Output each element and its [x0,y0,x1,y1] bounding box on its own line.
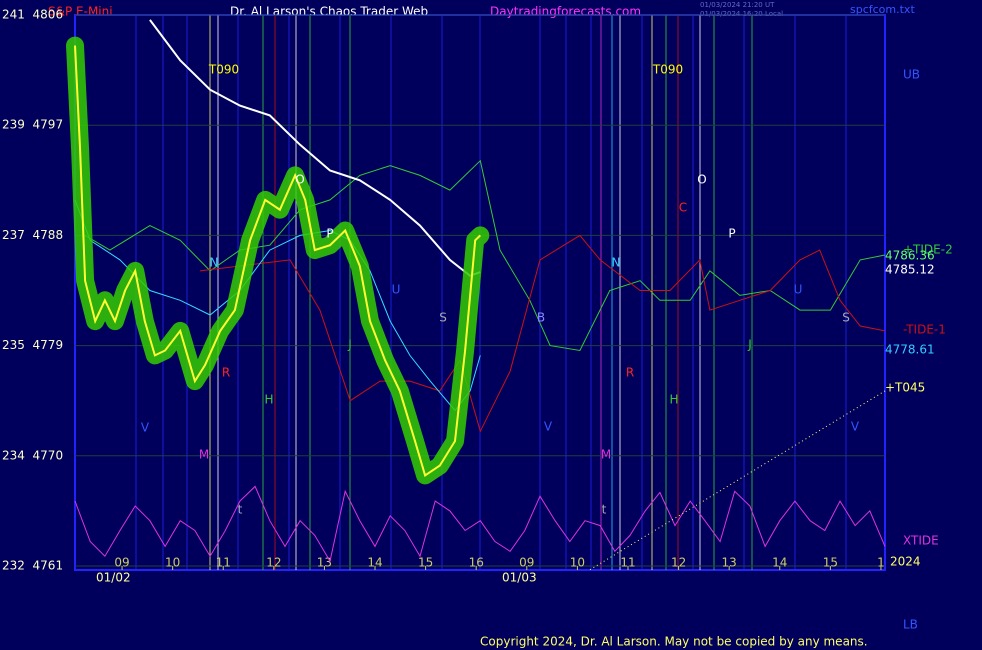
series-line [199,234,886,433]
x-tick-label: 14 [772,556,787,570]
x-tick-label: 14 [367,556,382,570]
annotation: M [199,448,209,462]
y-tick-label: 239 4797 [2,118,63,132]
x-tick-label: 09 [114,556,129,570]
y-tick-label: 235 4779 [2,338,63,352]
price-label: 4786.36 [885,249,935,263]
date-label: 01/02 [96,571,131,585]
x-tick-label: 15 [418,556,433,570]
file-name: spcfcom.txt [850,3,915,16]
x-tick-label: 13 [722,556,737,570]
y-tick-label: 241 4806 [2,8,63,22]
chart-title: Dr. Al Larson's Chaos Trader Web [230,5,428,19]
x-tick-label: 09 [519,556,534,570]
x-tick-label: 11 [216,556,231,570]
timestamp: 01/03/2024 21:20 UT [700,1,775,9]
copyright: Copyright 2024, Dr. Al Larson. May not b… [480,635,868,649]
annotation: H [264,393,273,407]
annotation: V [544,420,553,434]
time-lines [135,15,847,570]
annotation: P [326,227,333,241]
annotation: C [679,201,687,215]
y-tick-label: 232 4761 [2,559,63,573]
annotation: N [612,256,621,270]
annotation: J [747,338,752,352]
price-label: 4785.12 [885,263,935,277]
annotation: H [669,393,678,407]
y-tick-label: 237 4788 [2,228,63,242]
x-tick-label: 11 [620,556,635,570]
annotation: R [626,366,634,380]
x-tick-label: 16 [469,556,484,570]
annotation: V [851,420,860,434]
y-tick-label: 234 4770 [2,448,63,462]
annotation: O [295,173,304,187]
annotation: S [842,311,850,325]
annotation: R [222,366,230,380]
timestamp: 01/03/2024 16:20 Local [700,10,783,18]
series-line [74,485,886,563]
series-label: +TIDE-2 [903,243,953,257]
upper-band: UB [903,68,920,82]
price-label: 4778.61 [885,343,935,357]
x-tick-label: 1 [877,556,885,570]
series-label: +T045 [885,381,925,395]
x-tick-label: 10 [570,556,585,570]
annotation: T090 [208,63,239,77]
annotation: V [141,421,150,435]
series-line [84,159,886,352]
annotation: O [697,173,706,187]
x-tick-label: 10 [165,556,180,570]
annotation: U [392,283,401,297]
series-label: XTIDE [903,534,939,548]
annotation: S [439,311,447,325]
annotation: t [602,503,607,517]
annotation: J [347,338,352,352]
annotation: M [601,448,611,462]
date-label: 01/03 [502,571,537,585]
annotation: U [794,283,803,297]
annotation: B [537,311,545,325]
x-tick-label: 12 [266,556,281,570]
annotation: N [210,256,219,270]
lower-band: LB [903,618,918,632]
annotation: t [238,503,243,517]
series-line [74,45,481,477]
series-line [149,19,481,277]
year: 2024 [890,555,921,569]
x-tick-label: 15 [823,556,838,570]
series-line [589,390,886,571]
series-label: -TIDE-1 [903,323,946,337]
annotation: T090 [652,63,683,77]
x-tick-label: 12 [671,556,686,570]
annotation: P [728,227,735,241]
site: Daytradingforecasts.com [490,5,641,19]
